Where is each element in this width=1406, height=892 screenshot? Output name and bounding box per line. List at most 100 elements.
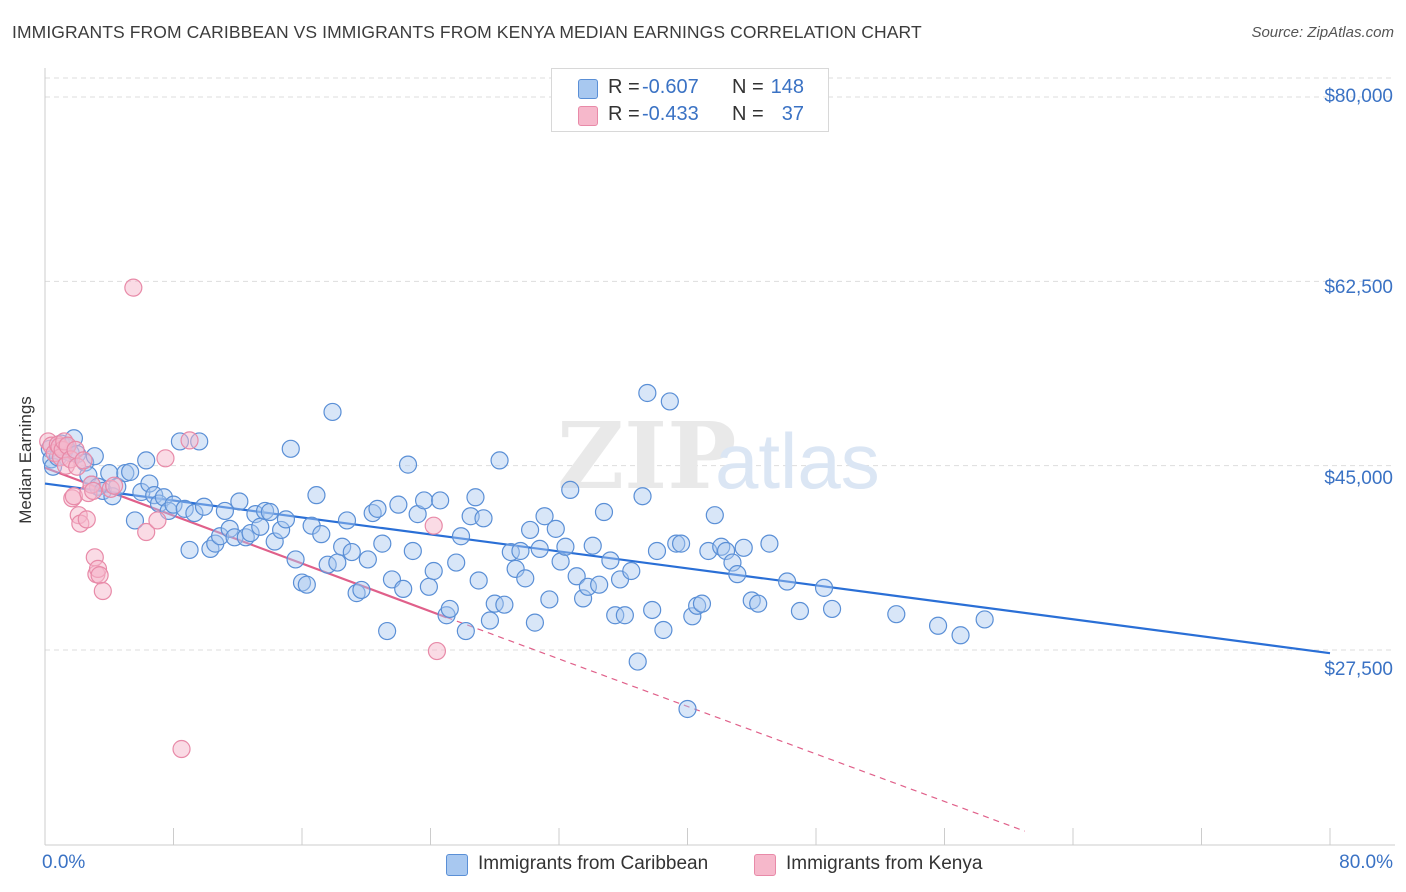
kenya-point (148, 511, 167, 530)
chart-title: IMMIGRANTS FROM CARIBBEAN VS IMMIGRANTS … (12, 22, 922, 42)
series-kenya-points (39, 278, 447, 759)
caribbean-point (419, 577, 438, 596)
bottom-legend-label: Immigrants from Kenya (786, 853, 983, 874)
kenya-point (137, 522, 156, 542)
kenya-point (90, 566, 109, 585)
caribbean-point (594, 502, 614, 522)
y-tick-label: $27,500 (1324, 659, 1393, 680)
caribbean-point (414, 491, 434, 510)
watermark: ZIP atlas (557, 402, 880, 510)
caribbean-point (431, 491, 450, 510)
caribbean-point (814, 578, 834, 597)
caribbean-point (561, 480, 580, 499)
kenya-trendline-extension (446, 616, 1026, 832)
caribbean-point (583, 536, 602, 555)
caribbean-point (358, 550, 377, 569)
caribbean-point (342, 542, 361, 562)
caribbean-point (307, 486, 326, 505)
caribbean-point (495, 595, 514, 614)
chart-source: Source: ZipAtlas.com (1251, 24, 1394, 41)
kenya-point (427, 641, 447, 661)
caribbean-point (466, 488, 485, 507)
caribbean-point (215, 501, 234, 521)
caribbean-point (297, 575, 316, 594)
caribbean-point (373, 534, 392, 553)
caribbean-point (241, 523, 260, 543)
legend-r-value: -0.607 (642, 76, 699, 98)
kenya-point (84, 481, 103, 501)
legend-n-label: N = (732, 103, 764, 125)
caribbean-point (578, 577, 598, 596)
y-tick-label: $45,000 (1324, 468, 1393, 489)
caribbean-point (272, 520, 291, 540)
kenya-point (156, 449, 175, 468)
kenya-swatch (578, 106, 598, 126)
kenya-point (180, 431, 199, 450)
legend-n-value: 37 (781, 103, 804, 125)
caribbean-point (194, 497, 214, 516)
caribbean-point (230, 492, 249, 511)
caribbean-point (480, 611, 500, 630)
caribbean-point (474, 509, 493, 528)
caribbean-point (210, 527, 230, 546)
caribbean-point (887, 605, 906, 624)
caribbean-point (556, 537, 575, 556)
caribbean-point (622, 561, 641, 581)
caribbean-point (251, 517, 270, 536)
caribbean-point (394, 579, 413, 599)
caribbean-point (777, 572, 797, 591)
caribbean-point (312, 525, 331, 544)
watermark-zip: ZIP (557, 402, 736, 510)
caribbean-point (705, 506, 724, 525)
caribbean-point (951, 626, 970, 645)
legend-n-value: 148 (770, 76, 804, 98)
caribbean-point (975, 610, 994, 629)
kenya-point (172, 739, 191, 759)
caribbean-point (734, 538, 753, 557)
caribbean-point (525, 613, 545, 632)
caribbean-point (790, 601, 810, 621)
caribbean-point (328, 553, 347, 572)
caribbean-point (716, 541, 736, 561)
kenya-point (104, 476, 124, 495)
caribbean-swatch (578, 79, 598, 99)
caribbean-point (928, 616, 948, 635)
y-tick-label: $62,500 (1324, 277, 1393, 298)
caribbean-point (424, 561, 443, 581)
caribbean-point (337, 511, 357, 530)
caribbean-point (440, 599, 459, 619)
caribbean-point (822, 599, 842, 619)
caribbean-point (573, 589, 593, 608)
caribbean-point (540, 590, 559, 609)
caribbean-point (606, 606, 625, 625)
caribbean-point (447, 553, 466, 572)
caribbean-point (728, 565, 747, 584)
caribbean-point (520, 520, 540, 540)
caribbean-point (180, 540, 199, 560)
caribbean-point (749, 594, 768, 613)
caribbean-point (333, 537, 352, 556)
caribbean-point (451, 527, 471, 546)
kenya-point (74, 451, 93, 470)
caribbean-point (398, 455, 418, 474)
caribbean-point (137, 451, 156, 470)
caribbean-point (201, 539, 220, 558)
caribbean-point (389, 495, 408, 514)
caribbean-point (260, 502, 279, 522)
caribbean-point (671, 534, 691, 553)
caribbean-point (654, 620, 673, 640)
kenya-point (77, 510, 96, 529)
caribbean-point (220, 519, 239, 538)
caribbean-point (378, 621, 397, 641)
gridlines (45, 77, 1395, 651)
caribbean-point (175, 499, 194, 518)
caribbean-point (535, 507, 554, 526)
legend-r-label: R = (608, 76, 640, 98)
caribbean-point (456, 621, 475, 641)
kenya-point (93, 581, 112, 601)
watermark-atlas: atlas (715, 417, 880, 505)
legend-r-value: -0.433 (642, 103, 699, 125)
caribbean-point (506, 559, 525, 578)
caribbean-point (154, 488, 173, 507)
caribbean-point (551, 552, 570, 571)
